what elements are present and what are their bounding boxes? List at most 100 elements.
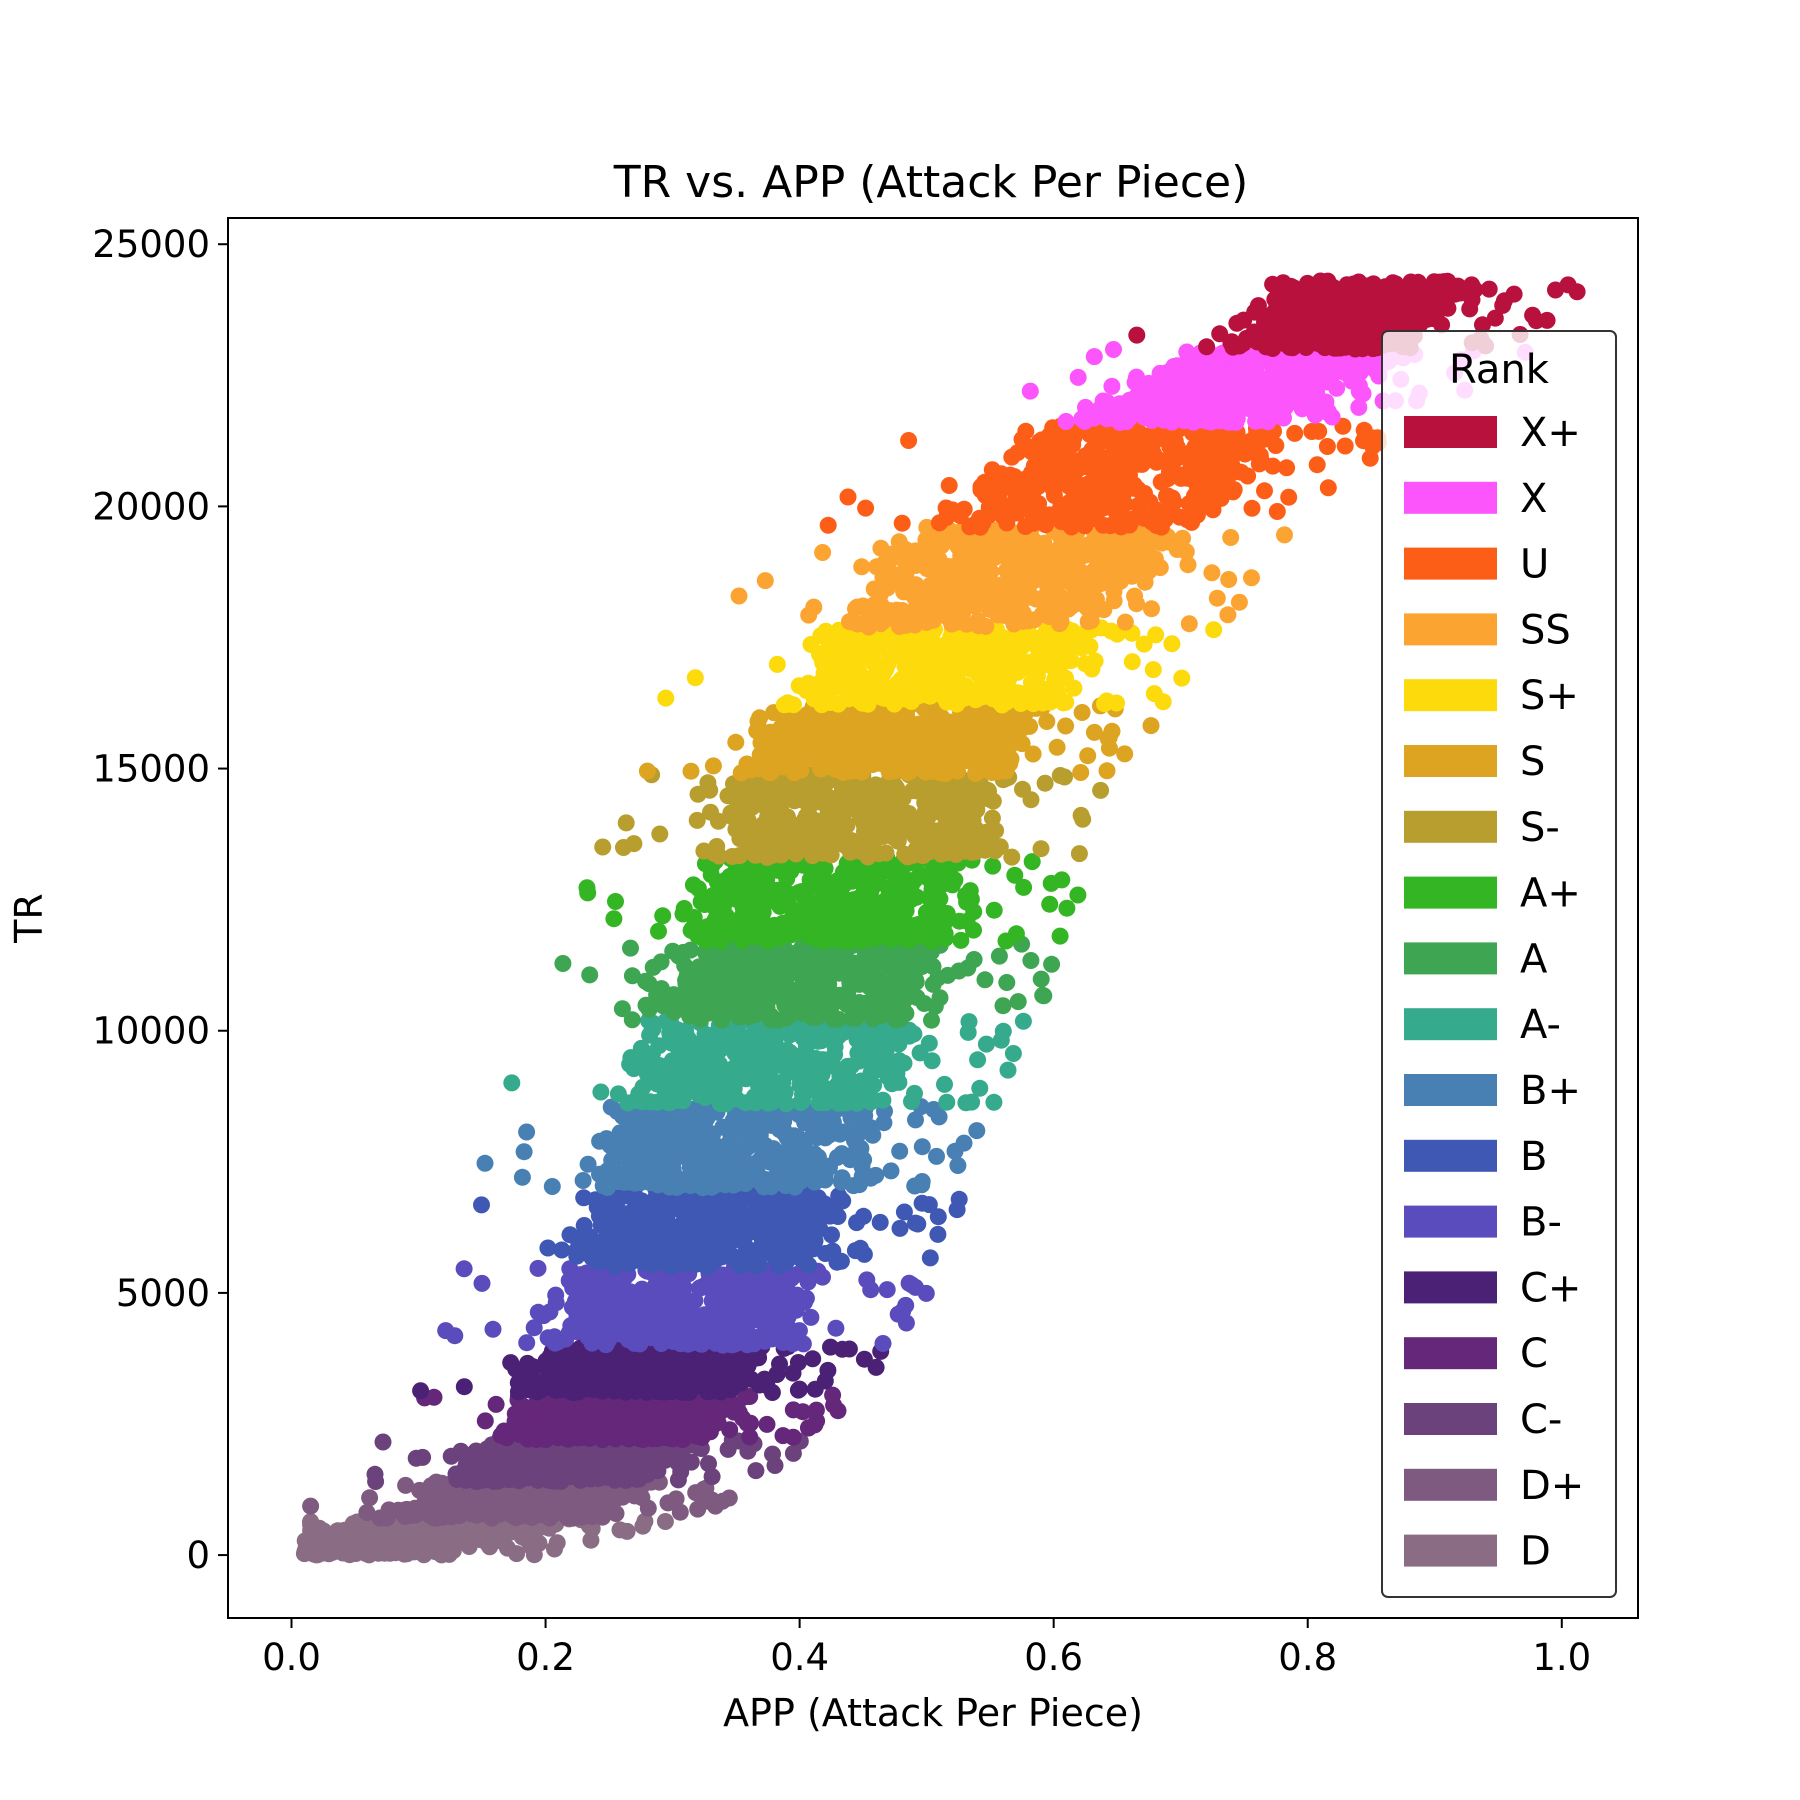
data-point [691,1234,709,1252]
data-point [397,1476,415,1494]
data-point [605,910,623,928]
data-point [516,1529,534,1547]
data-point [738,1290,756,1308]
data-point [676,1360,694,1378]
data-point [882,930,900,948]
data-point [759,1040,777,1058]
data-point [302,1497,320,1515]
data-point [601,1137,619,1154]
data-point [581,966,599,984]
data-point [949,1157,967,1174]
data-point [592,1083,610,1101]
data-point [663,1052,681,1070]
data-point [800,954,818,972]
data-point [476,1412,494,1430]
data-point [965,951,983,968]
data-point [804,1232,822,1250]
data-point [502,1354,520,1372]
data-point [636,1512,654,1530]
data-point [557,1330,575,1348]
data-point [929,1225,947,1243]
data-point [667,1490,685,1508]
data-point [487,1395,505,1413]
data-point [631,1463,649,1481]
data-point [335,1524,353,1542]
data-point [997,932,1015,950]
data-point [890,870,908,888]
data-point [690,1086,708,1104]
data-point [668,1331,686,1349]
data-point [515,1143,533,1161]
data-point [639,1499,657,1517]
data-point [762,1011,780,1029]
data-point [503,1074,521,1092]
data-point [909,916,927,933]
data-point [686,981,704,999]
data-point [764,1445,781,1463]
data-point [750,904,768,922]
chart-title: TR vs. APP (Attack Per Piece) [613,157,1249,208]
data-point [925,861,942,879]
data-point [722,1370,740,1388]
data-point [858,1271,876,1289]
data-point [518,1123,536,1141]
data-point [708,873,726,891]
data-point [560,1381,578,1399]
data-point [377,1508,395,1526]
data-point [891,1029,909,1047]
data-point [1022,952,1040,969]
data-point [843,914,861,932]
data-point [473,1196,490,1214]
data-point [850,975,868,993]
data-point [828,992,846,1010]
data-point [579,1155,597,1173]
data-point [928,1147,945,1165]
data-point [436,1530,454,1548]
data-point [839,1057,856,1075]
data-point [717,1282,734,1300]
data-point [806,1145,823,1163]
data-point [994,997,1012,1015]
data-point [484,1320,502,1338]
data-point [906,1084,923,1102]
data-point [819,1361,837,1379]
data-point [985,1093,1003,1111]
data-point [358,1504,376,1521]
data-point [749,1311,767,1329]
data-point [581,1361,599,1379]
data-point [641,1369,659,1387]
data-point [468,1519,486,1537]
data-point [455,1260,473,1278]
data-point [775,1112,793,1130]
data-point [652,953,670,971]
data-point [482,1453,499,1471]
data-point [374,1433,392,1451]
data-point [447,1465,465,1483]
data-point [513,1168,531,1186]
data-point [699,1258,717,1276]
data-point [807,1401,825,1419]
data-point [607,893,624,910]
data-point [848,1031,866,1049]
data-point [871,1213,889,1231]
data-point [774,1427,792,1445]
data-point [697,1406,715,1424]
data-point [578,879,596,897]
data-point [691,1113,709,1130]
data-point [548,1534,566,1552]
data-point [622,1049,640,1067]
data-point [613,1206,631,1224]
data-point [574,1172,592,1189]
data-point [569,1429,587,1447]
data-point [834,868,852,886]
data-point [894,1302,912,1320]
data-point [703,896,720,914]
data-point [741,1428,759,1446]
data-point [891,1219,909,1237]
data-point [708,1310,726,1328]
data-point [705,1177,723,1195]
scatter-points [295,272,1586,1564]
data-point [627,1192,645,1210]
data-point [690,1157,708,1175]
data-point [573,1508,591,1526]
